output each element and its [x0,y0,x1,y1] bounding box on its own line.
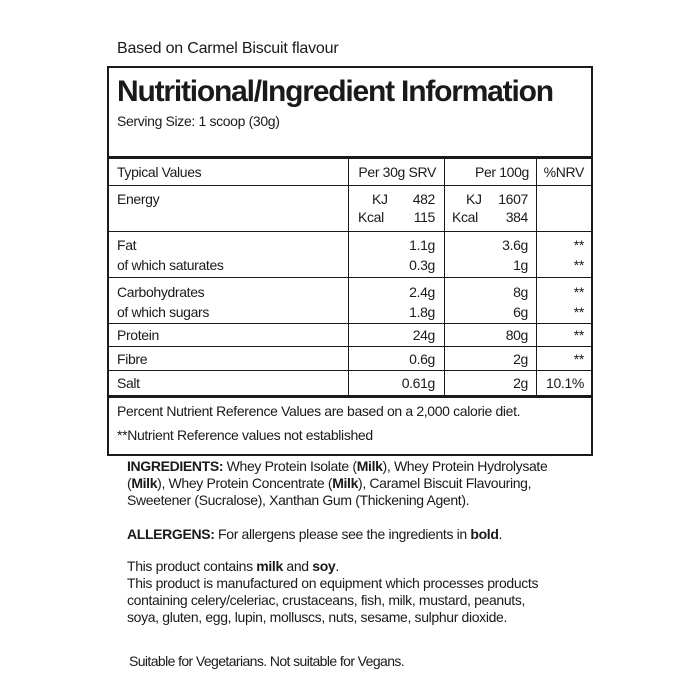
allergens-line: ALLERGENS: For allergens please see the … [127,525,502,543]
nutrition-panel [107,66,593,456]
srv-kcal-unit: Kcal [358,209,384,225]
bold-text: Milk [131,475,158,491]
header-typical-values: Typical Values [117,164,202,180]
nrv-value: ** [573,327,585,343]
nutrient-label: of which saturates [117,257,224,273]
text: soya, gluten, egg, lupin, molluscs, nuts… [127,609,508,625]
per100-kcal-value: 384 [505,209,529,225]
divider [107,231,593,232]
text: ), Whey Protein Hydrolysate [382,458,548,474]
footnote-nrv: Percent Nutrient Reference Values are ba… [117,403,521,419]
nrv-value: ** [573,351,585,367]
divider [107,185,593,186]
divider [107,156,593,159]
bold-text: Milk [356,458,383,474]
text: ), Whey Protein Concentrate ( [157,475,333,491]
contains-line: soya, gluten, egg, lupin, molluscs, nuts… [127,608,507,626]
ingredients-line: INGREDIENTS: Whey Protein Isolate (Milk)… [127,457,548,475]
per-100g-value: 3.6g [502,237,528,253]
per-100g-value: 80g [505,327,529,343]
contains-line: containing celery/celeriac, crustaceans,… [127,591,525,609]
text: This product contains [127,558,257,574]
bold-text: milk [256,558,283,574]
text: . [498,526,503,542]
nrv-value: ** [573,304,585,320]
per-serving-value: 0.6g [409,351,435,367]
srv-kcal-value: 115 [413,209,436,225]
bold-text: INGREDIENTS: [127,458,224,474]
per-100g-value: 8g [513,284,528,300]
ingredients-line: (Milk), Whey Protein Concentrate (Milk),… [127,474,531,492]
text: For allergens please see the ingredients… [214,526,471,542]
text: . [335,558,339,574]
ingredients-line: Sweetener (Sucralose), Xanthan Gum (Thic… [127,491,470,509]
per-serving-value: 1.8g [409,304,435,320]
per100-kcal-unit: Kcal [452,209,478,225]
divider [107,277,593,278]
contains-line: This product is manufactured on equipmen… [127,574,538,592]
per100-kj-value: 1607 [498,191,528,207]
srv-kj-unit: KJ [372,191,388,207]
header-nrv: %NRV [543,164,585,180]
per-serving-value: 0.61g [401,375,436,391]
divider [107,395,593,398]
bold-text: soy [312,558,336,574]
text: Sweetener (Sucralose), Xanthan Gum (Thic… [127,492,470,508]
per-serving-value: 1.1g [409,237,435,253]
nutrient-label: Protein [117,327,159,343]
header-per-serving: Per 30g SRV [358,164,436,180]
text: ( [127,475,132,491]
per-100g-value: 2g [513,351,528,367]
per-serving-value: 2.4g [409,284,435,300]
text: This product is manufactured on equipmen… [127,575,539,591]
serving-size: Serving Size: 1 scoop (30g) [117,113,280,129]
per-100g-value: 2g [513,375,528,391]
per100-kj-unit: KJ [466,191,482,207]
column-divider [536,158,537,396]
text: containing celery/celeriac, crustaceans,… [127,592,526,608]
nrv-value: ** [573,257,585,273]
bold-text: ALLERGENS: [127,526,215,542]
nrv-value: 10.1% [546,375,584,391]
per-100g-value: 1g [513,257,528,273]
column-divider [444,158,445,396]
text: and [282,558,313,574]
nutrient-label: Salt [117,375,140,391]
nrv-value: ** [573,284,585,300]
energy-label: Energy [117,191,160,207]
footnote-not-established: **Nutrient Reference values not establis… [117,427,373,443]
nutrient-label: of which sugars [117,304,210,320]
header-per-100g: Per 100g [474,164,529,180]
panel-title: Nutritional/Ingredient Information [117,75,554,108]
nutrient-label: Fat [117,237,137,253]
per-serving-value: 0.3g [409,257,435,273]
bold-text: Milk [332,475,359,491]
contains-line: This product contains milk and soy. [127,557,339,575]
nrv-value: ** [573,237,585,253]
suitability-note: Suitable for Vegetarians. Not suitable f… [129,653,405,669]
divider [107,370,593,371]
text: ), Caramel Biscuit Flavouring, [358,475,532,491]
divider [107,346,593,347]
per-serving-value: 24g [412,327,436,343]
nutrient-label: Fibre [117,351,148,367]
nutrient-label: Carbohydrates [117,284,205,300]
srv-kj-value: 482 [412,191,436,207]
divider [107,323,593,324]
column-divider [348,158,349,396]
flavour-note: Based on Carmel Biscuit flavour [117,40,339,57]
bold-text: bold [470,526,499,542]
per-100g-value: 6g [513,304,528,320]
text: Whey Protein Isolate ( [223,458,357,474]
